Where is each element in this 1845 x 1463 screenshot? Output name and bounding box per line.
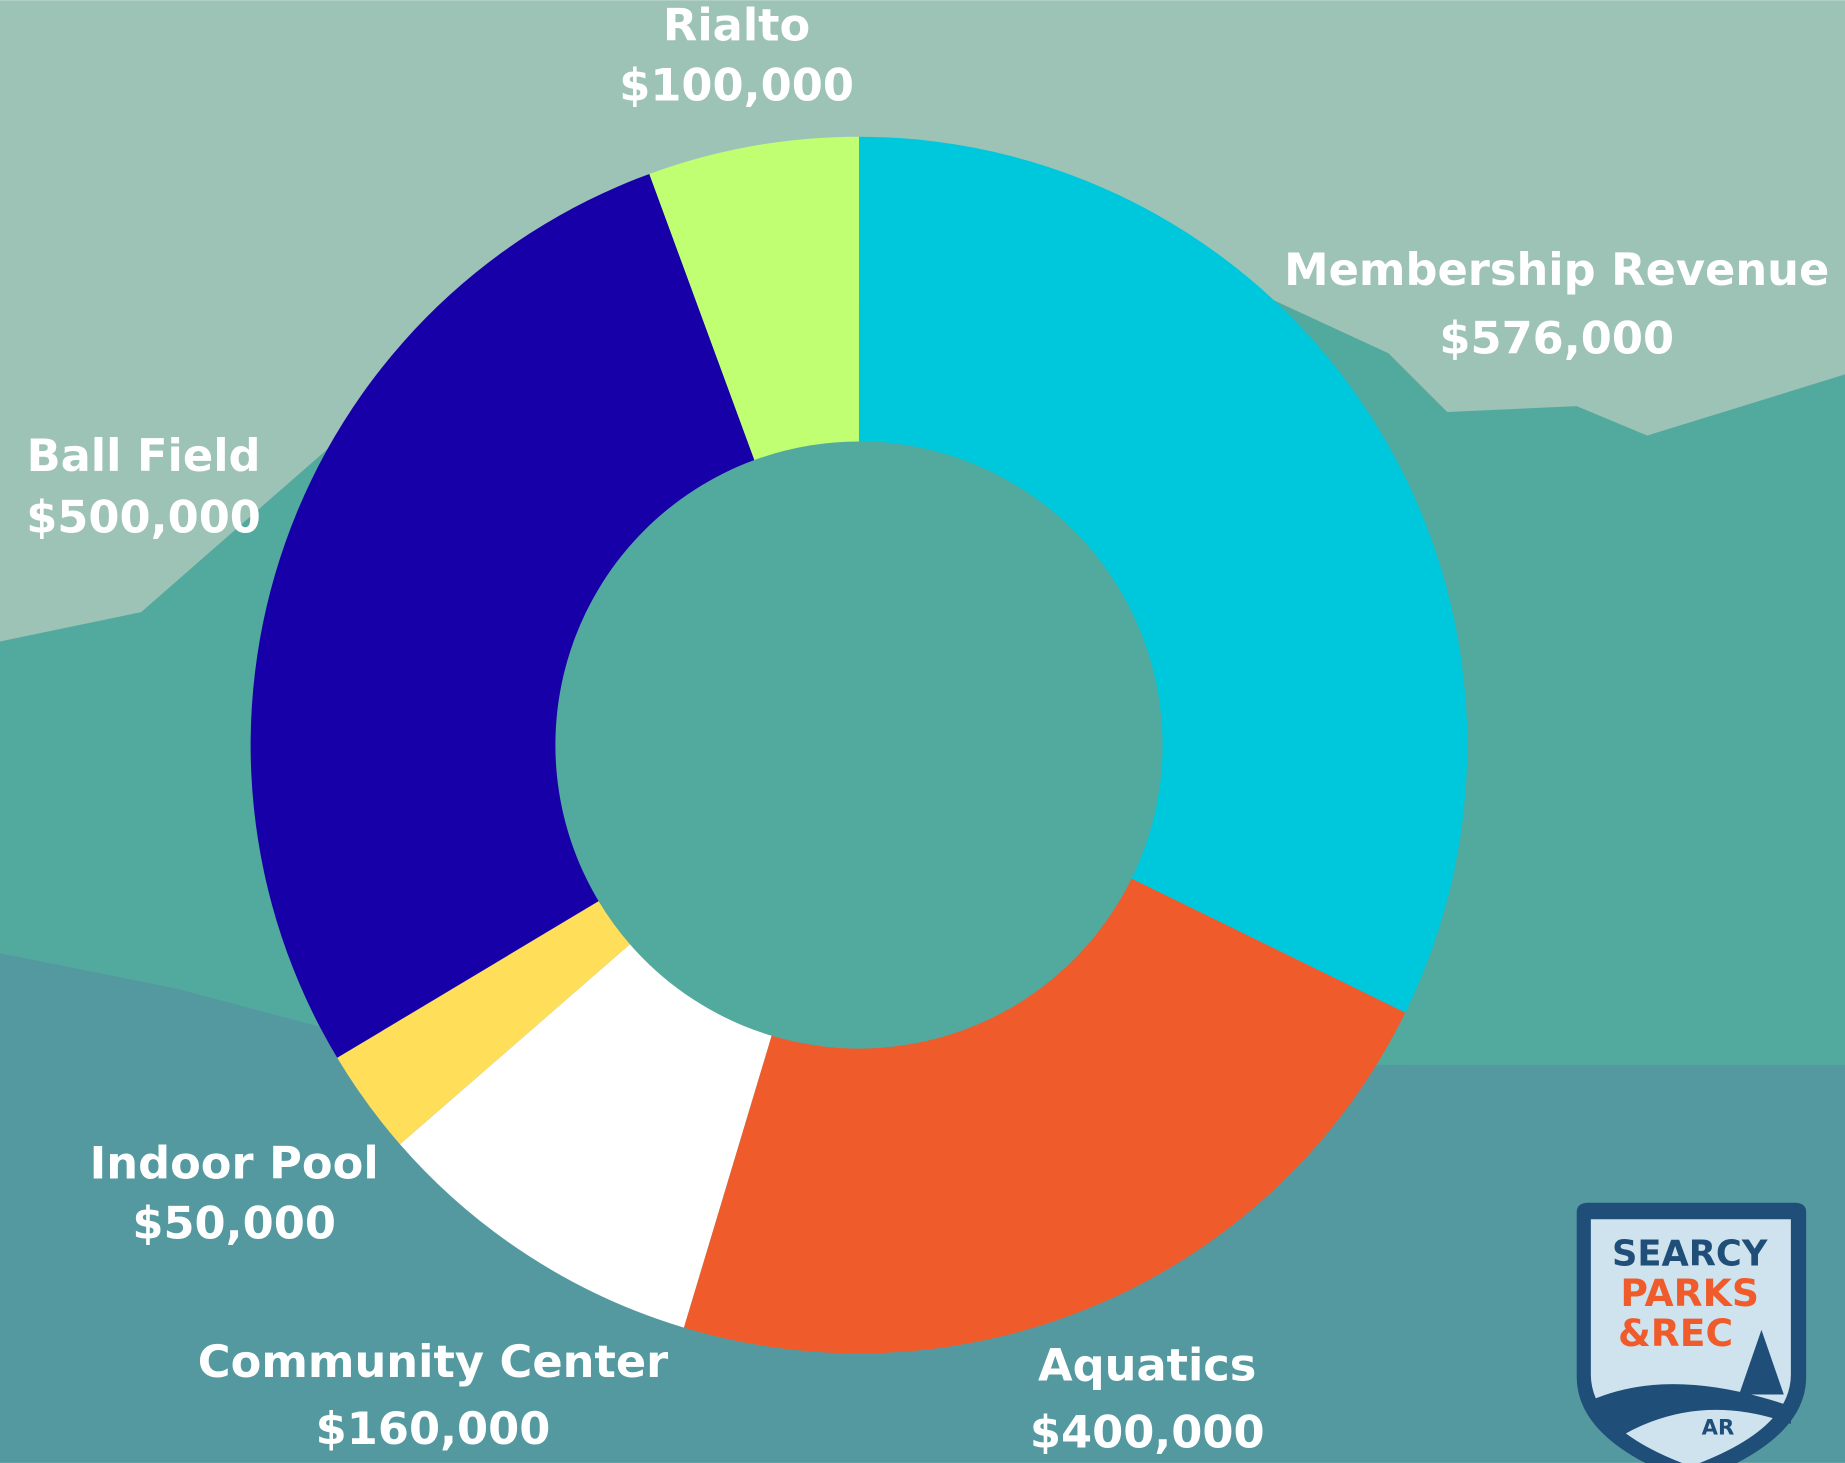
logo-tree <box>1739 1329 1784 1395</box>
logo-text: SEARCY <box>1612 1234 1768 1275</box>
donut-segment <box>399 944 772 1328</box>
donut-segment <box>337 901 630 1145</box>
logo-river <box>1590 1384 1791 1442</box>
segment-label: Ball Field <box>27 429 261 482</box>
logo-text: &REC <box>1618 1311 1733 1355</box>
value-label: $500,000 <box>26 490 261 543</box>
donut-segment <box>858 136 1468 1013</box>
donut-segment <box>649 136 859 461</box>
value-label: $100,000 <box>619 58 854 111</box>
segment-label: Rialto <box>663 0 810 51</box>
segment-label: Community Center <box>198 1335 668 1388</box>
value-label: $50,000 <box>132 1196 336 1249</box>
segment-label: Membership Revenue <box>1284 243 1829 296</box>
segment-label: Indoor Pool <box>90 1136 379 1189</box>
logo-text: AR <box>1702 1415 1735 1440</box>
donut-segment <box>250 173 755 1058</box>
value-label: $160,000 <box>316 1402 551 1455</box>
segment-label: Aquatics <box>1038 1339 1256 1392</box>
logo: SEARCY PARKS &REC AR <box>1576 1202 1807 1463</box>
donut-segment <box>683 878 1406 1354</box>
value-label: $576,000 <box>1439 311 1674 364</box>
donut: Membership Revenue $576,000 Aquatics $400,0… <box>26 0 1829 1459</box>
logo-text: PARKS <box>1620 1271 1759 1315</box>
value-label: $400,000 <box>1030 1406 1265 1459</box>
